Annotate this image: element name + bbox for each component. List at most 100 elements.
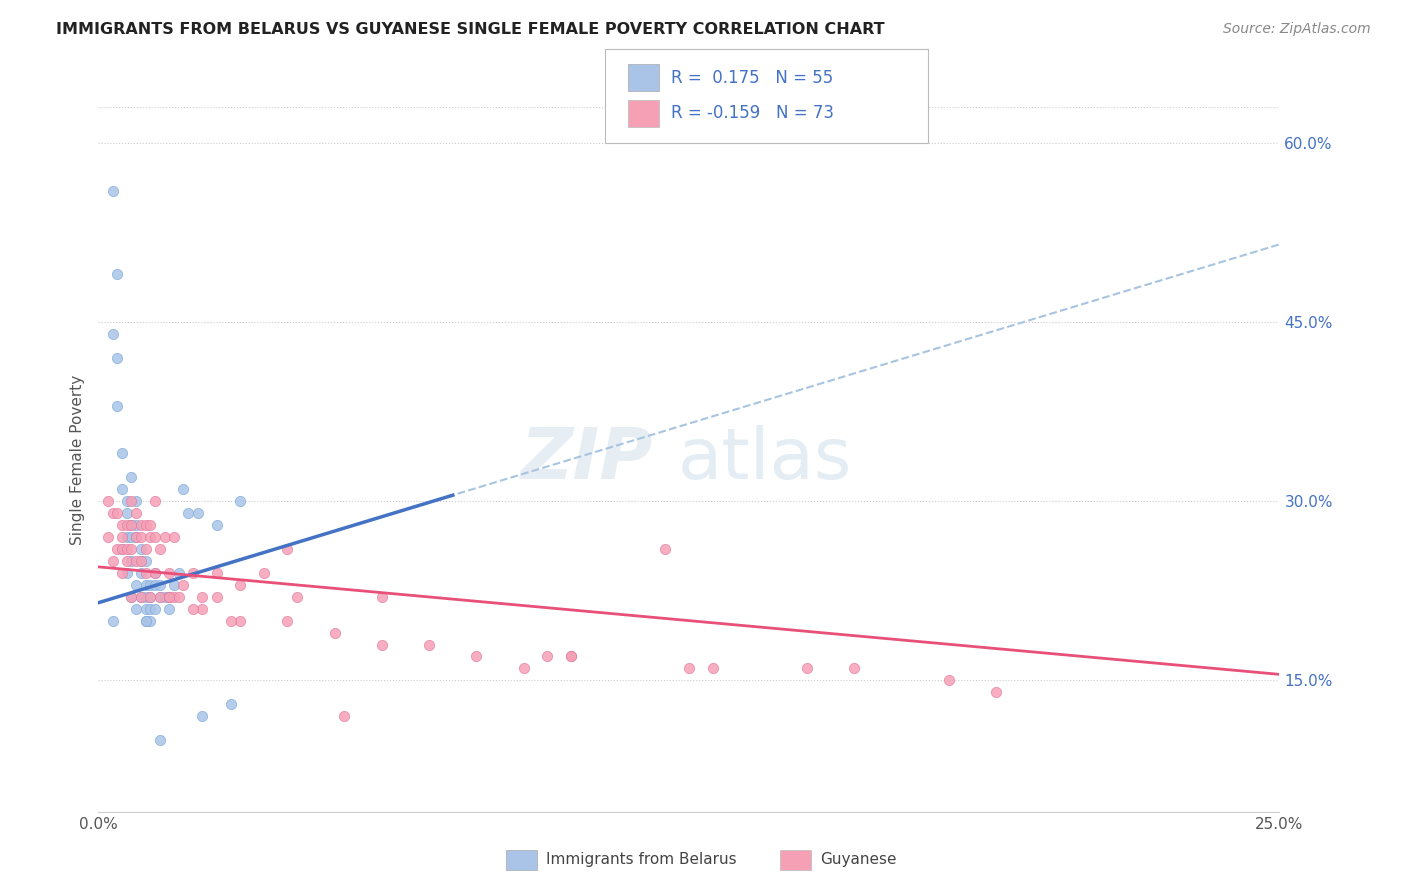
Point: [115, 494, 138, 508]
Point: [111, 541, 134, 556]
Point: [125, 494, 148, 508]
Point: [121, 494, 143, 508]
Point: [115, 518, 138, 533]
Point: [149, 541, 172, 556]
Point: [177, 506, 200, 520]
Point: [938, 673, 960, 688]
Point: [149, 733, 172, 747]
Text: ZIP: ZIP: [522, 425, 654, 494]
Point: [135, 554, 157, 568]
Point: [115, 530, 138, 544]
Point: [465, 649, 488, 664]
Point: [163, 578, 186, 592]
Point: [135, 590, 157, 604]
Point: [149, 590, 172, 604]
Text: IMMIGRANTS FROM BELARUS VS GUYANESE SINGLE FEMALE POVERTY CORRELATION CHART: IMMIGRANTS FROM BELARUS VS GUYANESE SING…: [56, 22, 884, 37]
Point: [129, 530, 152, 544]
Point: [219, 697, 242, 711]
Point: [984, 685, 1007, 699]
Point: [111, 446, 134, 460]
Point: [139, 601, 162, 615]
Point: [121, 541, 143, 556]
Point: [111, 530, 134, 544]
Point: [105, 399, 128, 413]
Point: [121, 518, 143, 533]
Point: [191, 590, 214, 604]
Point: [560, 649, 582, 664]
Point: [125, 554, 148, 568]
Point: [129, 566, 152, 580]
Point: [157, 601, 180, 615]
Point: [153, 530, 176, 544]
Point: [229, 614, 252, 628]
Point: [121, 590, 143, 604]
Point: [172, 578, 194, 592]
Point: [101, 554, 124, 568]
Point: [139, 518, 162, 533]
Point: [125, 601, 148, 615]
Point: [135, 541, 157, 556]
Point: [135, 614, 157, 628]
Point: [153, 590, 176, 604]
Point: [111, 482, 134, 496]
Point: [323, 625, 346, 640]
Point: [796, 661, 818, 675]
Point: [105, 541, 128, 556]
Point: [129, 590, 152, 604]
Point: [187, 506, 209, 520]
Point: [149, 590, 172, 604]
Text: Source: ZipAtlas.com: Source: ZipAtlas.com: [1223, 22, 1371, 37]
Point: [371, 590, 394, 604]
Point: [143, 578, 166, 592]
Point: [115, 541, 138, 556]
Point: [333, 709, 356, 723]
Point: [536, 649, 558, 664]
Point: [157, 566, 180, 580]
Point: [101, 506, 124, 520]
Point: [115, 554, 138, 568]
Point: [163, 590, 186, 604]
Point: [139, 590, 162, 604]
Point: [129, 590, 152, 604]
Point: [276, 614, 298, 628]
Point: [129, 554, 152, 568]
Text: Immigrants from Belarus: Immigrants from Belarus: [546, 853, 737, 867]
Text: R = -0.159   N = 73: R = -0.159 N = 73: [671, 104, 834, 122]
Point: [157, 590, 180, 604]
Point: [205, 566, 228, 580]
Point: [129, 541, 152, 556]
Point: [97, 494, 120, 508]
Point: [129, 554, 152, 568]
Point: [229, 494, 252, 508]
Point: [115, 566, 138, 580]
Point: [512, 661, 534, 675]
Point: [121, 590, 143, 604]
Point: [105, 351, 128, 365]
Point: [157, 590, 180, 604]
Point: [125, 518, 148, 533]
Point: [111, 541, 134, 556]
Point: [125, 578, 148, 592]
Point: [101, 184, 124, 198]
Point: [139, 590, 162, 604]
Point: [101, 326, 124, 341]
Point: [143, 494, 166, 508]
Point: [111, 518, 134, 533]
Point: [143, 601, 166, 615]
Point: [143, 566, 166, 580]
Point: [143, 566, 166, 580]
Point: [285, 590, 308, 604]
Point: [371, 638, 394, 652]
Point: [105, 267, 128, 281]
Point: [125, 530, 148, 544]
Point: [135, 566, 157, 580]
Point: [181, 601, 204, 615]
Point: [276, 541, 298, 556]
Point: [139, 530, 162, 544]
Point: [167, 590, 190, 604]
Point: [125, 506, 148, 520]
Point: [253, 566, 276, 580]
Point: [172, 482, 194, 496]
Point: [219, 614, 242, 628]
Point: [157, 590, 180, 604]
